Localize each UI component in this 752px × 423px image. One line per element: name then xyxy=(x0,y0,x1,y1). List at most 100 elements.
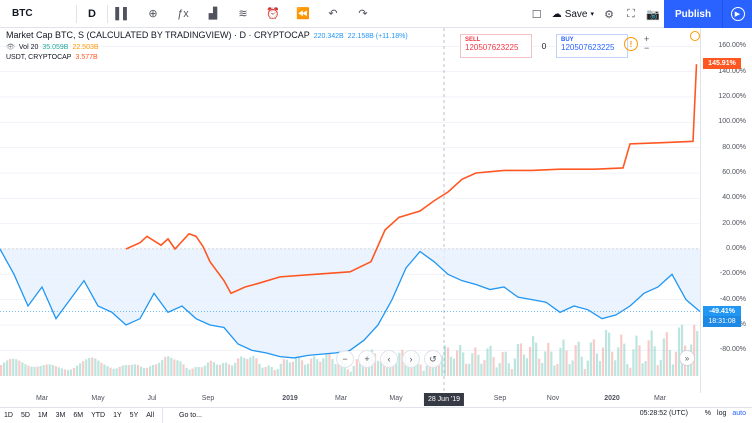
volume-bar xyxy=(638,345,641,376)
legend-volume-label[interactable]: Vol 20 xyxy=(18,43,39,51)
utc-clock[interactable]: 05:28:52 (UTC) xyxy=(639,410,688,417)
info-icon[interactable]: ! xyxy=(624,37,638,51)
trade-extra: ! + − xyxy=(624,35,649,53)
save-button[interactable]: ☁ Save ▾ xyxy=(548,9,598,20)
scroll-to-realtime-icon[interactable]: » xyxy=(679,350,695,366)
range-button-ytd[interactable]: YTD xyxy=(91,412,106,419)
volume-bar xyxy=(249,357,252,376)
alert-clock-icon[interactable] xyxy=(690,31,700,41)
eye-icon[interactable]: 👁 xyxy=(6,44,15,51)
plus-minus-stepper[interactable]: + − xyxy=(644,34,650,53)
financials-icon[interactable]: ▟ xyxy=(208,8,218,20)
compare-icon[interactable]: ⊕ xyxy=(148,8,158,20)
range-button-all[interactable]: All xyxy=(146,412,155,419)
range-button-3m[interactable]: 3M xyxy=(55,412,66,419)
replay-icon[interactable]: ⏪ xyxy=(296,8,310,20)
volume-bar xyxy=(100,362,103,376)
quantity-field[interactable]: 0 xyxy=(541,41,547,51)
publish-button[interactable]: Publish xyxy=(664,0,722,28)
sell-button[interactable]: SELL 120507623225 xyxy=(460,34,532,58)
volume-bar xyxy=(522,354,526,376)
volume-bar xyxy=(88,357,91,376)
volume-bar xyxy=(322,358,325,376)
range-button-1m[interactable]: 1M xyxy=(37,412,48,419)
volume-bar xyxy=(556,363,559,376)
volume-bar xyxy=(206,362,209,376)
chart-pane[interactable] xyxy=(0,28,700,393)
volume-bar xyxy=(273,369,276,376)
volume-bar xyxy=(170,357,173,376)
camera-icon[interactable]: 📷 xyxy=(646,8,660,21)
usdt-line xyxy=(125,64,698,295)
bar-style-icon[interactable]: ▌▌ xyxy=(115,7,131,20)
volume-bar xyxy=(285,359,288,376)
volume-bar xyxy=(659,359,662,376)
zoom-out-icon[interactable]: − xyxy=(336,350,354,368)
volume-bar xyxy=(641,363,644,376)
interval-button[interactable]: D xyxy=(88,7,96,20)
layout-icon[interactable]: ☐ xyxy=(531,8,542,21)
volume-bar xyxy=(27,365,30,376)
volume-bar xyxy=(121,365,124,376)
volume-bar xyxy=(495,367,498,376)
indicators-icon[interactable]: ƒx xyxy=(177,7,189,20)
volume-bar xyxy=(218,364,222,376)
settings-gear-icon[interactable]: ⚙ xyxy=(604,8,614,21)
volume-bar xyxy=(541,362,544,376)
volume-bar xyxy=(300,360,304,376)
volume-bar xyxy=(212,362,215,376)
time-axis-label: Mar xyxy=(35,395,49,402)
volume-bar xyxy=(617,347,620,376)
volume-bar xyxy=(91,357,94,376)
range-button-6m[interactable]: 6M xyxy=(73,412,84,419)
auto-toggle[interactable]: auto xyxy=(732,410,746,417)
volume-bar xyxy=(252,355,255,376)
volume-bar xyxy=(456,350,459,376)
volume-bar xyxy=(179,361,182,376)
fullscreen-icon[interactable]: ⛶ xyxy=(627,7,635,20)
scroll-right-icon[interactable]: › xyxy=(402,350,420,368)
volume-bar xyxy=(279,363,282,376)
volume-bar xyxy=(139,366,143,376)
range-button-5d[interactable]: 5D xyxy=(20,412,30,419)
volume-bar xyxy=(264,366,267,376)
toolbar-buttons: ▌▌ ⊕ ƒx ▟ ≋ ⏰ ⏪ ↶ ↷ xyxy=(112,3,374,25)
legend-main-row: Market Cap BTC, S (CALCULATED BY TRADING… xyxy=(6,30,408,40)
undo-icon[interactable]: ↶ xyxy=(328,8,338,20)
price-axis-label: 80.00% xyxy=(722,143,746,151)
zoom-in-icon[interactable]: + xyxy=(358,350,376,368)
volume-bar xyxy=(69,369,73,376)
alert-icon[interactable]: ⏰ xyxy=(266,8,280,20)
range-button-1d[interactable]: 1D xyxy=(4,412,13,419)
volume-bar xyxy=(30,366,33,376)
range-button-1y[interactable]: 1Y xyxy=(113,412,122,419)
volume-bar xyxy=(0,365,3,376)
volume-bar xyxy=(307,363,310,376)
volume-bar xyxy=(559,347,562,376)
legend-usdt-label[interactable]: USDT, CRYPTOCAP xyxy=(6,54,72,61)
scroll-left-icon[interactable]: ‹ xyxy=(380,350,398,368)
volume-bar xyxy=(12,358,15,376)
volume-bar xyxy=(443,345,447,376)
goto-button[interactable]: Go to... xyxy=(179,412,202,419)
log-toggle[interactable]: log xyxy=(717,410,727,417)
volume-bar xyxy=(422,370,425,376)
volume-bar xyxy=(449,356,453,376)
volume-bar xyxy=(258,363,261,376)
volume-bar xyxy=(361,363,364,376)
volume-bar xyxy=(434,364,437,376)
legend-title[interactable]: Market Cap BTC, S (CALCULATED BY TRADING… xyxy=(6,30,310,40)
volume-bar xyxy=(349,371,352,376)
percent-toggle[interactable]: % xyxy=(704,410,712,417)
symbol-search[interactable]: BTC xyxy=(12,8,33,19)
volume-bar xyxy=(608,332,611,376)
time-axis[interactable]: 28 Jun '19 Mar May Jul Sep 2019 Mar May Sep Nov 2… xyxy=(0,393,700,407)
reset-chart-icon[interactable]: ↺ xyxy=(424,350,442,368)
redo-icon[interactable]: ↷ xyxy=(358,8,368,20)
range-button-5y[interactable]: 5Y xyxy=(129,412,139,419)
price-axis[interactable]: 160.00% 140.00% 120.00% 100.00% 80.00% 60.00%… xyxy=(700,28,752,393)
play-button[interactable]: ▶ xyxy=(722,0,752,28)
templates-icon[interactable]: ≋ xyxy=(238,8,248,20)
buy-button[interactable]: BUY 120507623225 xyxy=(556,34,628,58)
volume-bar xyxy=(294,357,298,376)
